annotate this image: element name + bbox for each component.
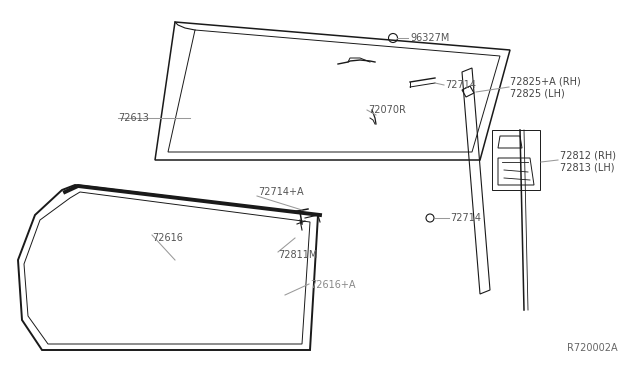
Text: 72825 (LH): 72825 (LH): [510, 89, 564, 99]
Text: 72616: 72616: [152, 233, 183, 243]
Text: 72616+A: 72616+A: [310, 280, 355, 290]
Text: 72613: 72613: [118, 113, 149, 123]
Text: 72813 (LH): 72813 (LH): [560, 162, 614, 172]
Text: 72825+A (RH): 72825+A (RH): [510, 77, 580, 87]
Text: 72714: 72714: [450, 213, 481, 223]
Text: R720002A: R720002A: [567, 343, 618, 353]
Text: 72812 (RH): 72812 (RH): [560, 150, 616, 160]
Text: 96327M: 96327M: [410, 33, 449, 43]
Text: 72811M: 72811M: [278, 250, 317, 260]
Text: 72714: 72714: [445, 80, 476, 90]
Text: 72714+A: 72714+A: [258, 187, 303, 197]
Text: 72070R: 72070R: [368, 105, 406, 115]
